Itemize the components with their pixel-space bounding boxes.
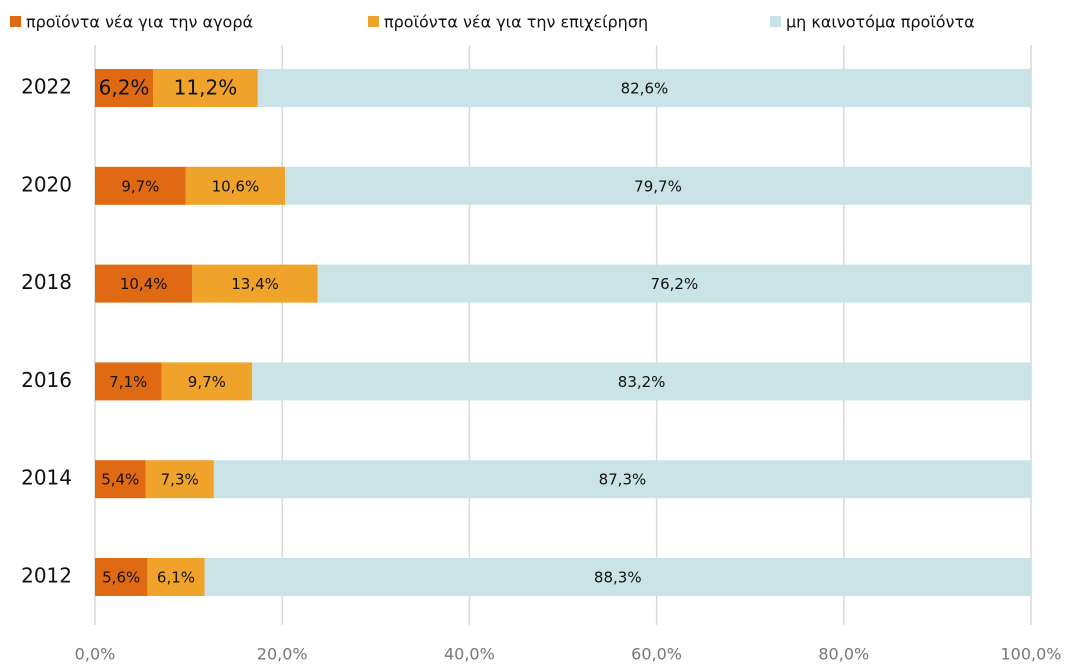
data-label: 9,7% <box>188 373 226 391</box>
y-tick-label: 2014 <box>21 466 72 490</box>
y-tick-label: 2012 <box>21 564 72 588</box>
x-tick-label: 40,0% <box>444 645 495 664</box>
legend-label: προϊόντα νέα για την αγορά <box>26 13 253 32</box>
legend-swatch <box>770 16 781 27</box>
data-label: 7,1% <box>109 373 147 391</box>
data-label: 10,4% <box>120 275 168 293</box>
data-label: 7,3% <box>161 471 199 489</box>
data-label: 5,6% <box>102 569 140 587</box>
y-tick-label: 2016 <box>21 368 72 392</box>
bar-segment <box>192 264 318 303</box>
x-tick-label: 0,0% <box>75 645 116 664</box>
data-label: 88,3% <box>594 569 642 587</box>
data-label: 10,6% <box>212 177 260 195</box>
bar-segment <box>317 264 1031 303</box>
bar-segment <box>95 166 186 205</box>
data-label: 87,3% <box>599 471 647 489</box>
bar-segment <box>95 69 154 107</box>
x-tick-label: 100,0% <box>1000 645 1061 664</box>
data-label: 6,2% <box>99 76 150 100</box>
x-tick-label: 60,0% <box>631 645 682 664</box>
y-tick-label: 2022 <box>21 75 72 99</box>
bar-segment <box>204 558 1032 596</box>
legend-swatch <box>368 16 379 27</box>
bar-segment <box>257 69 1031 107</box>
bar-segment <box>161 362 253 401</box>
bar-segment <box>145 460 214 499</box>
data-label: 9,7% <box>121 177 159 195</box>
data-label: 6,1% <box>157 569 195 587</box>
bar-segment <box>95 264 193 303</box>
y-tick-label: 2020 <box>21 172 72 196</box>
data-label: 82,6% <box>621 80 669 98</box>
bar-segment <box>213 460 1031 499</box>
data-label: 5,4% <box>101 471 139 489</box>
bar-segment <box>252 362 1032 401</box>
y-tick-label: 2018 <box>21 270 72 294</box>
bar-segment <box>95 558 148 596</box>
legend-swatch <box>10 16 21 27</box>
data-label: 83,2% <box>618 373 666 391</box>
data-label: 79,7% <box>634 177 682 195</box>
bar-segment <box>185 166 286 205</box>
legend-label: μη καινοτόμα προϊόντα <box>786 13 975 32</box>
bar-segment <box>95 460 146 499</box>
bar-segment <box>285 166 1031 205</box>
bar-segment <box>153 69 258 107</box>
bar-segment <box>95 362 162 401</box>
data-label: 76,2% <box>651 275 699 293</box>
data-label: 13,4% <box>231 275 279 293</box>
legend-label: προϊόντα νέα για την επιχείρηση <box>384 13 648 32</box>
bar-segment <box>147 558 205 596</box>
data-label: 11,2% <box>174 76 238 100</box>
x-tick-label: 20,0% <box>257 645 308 664</box>
x-tick-label: 80,0% <box>818 645 869 664</box>
